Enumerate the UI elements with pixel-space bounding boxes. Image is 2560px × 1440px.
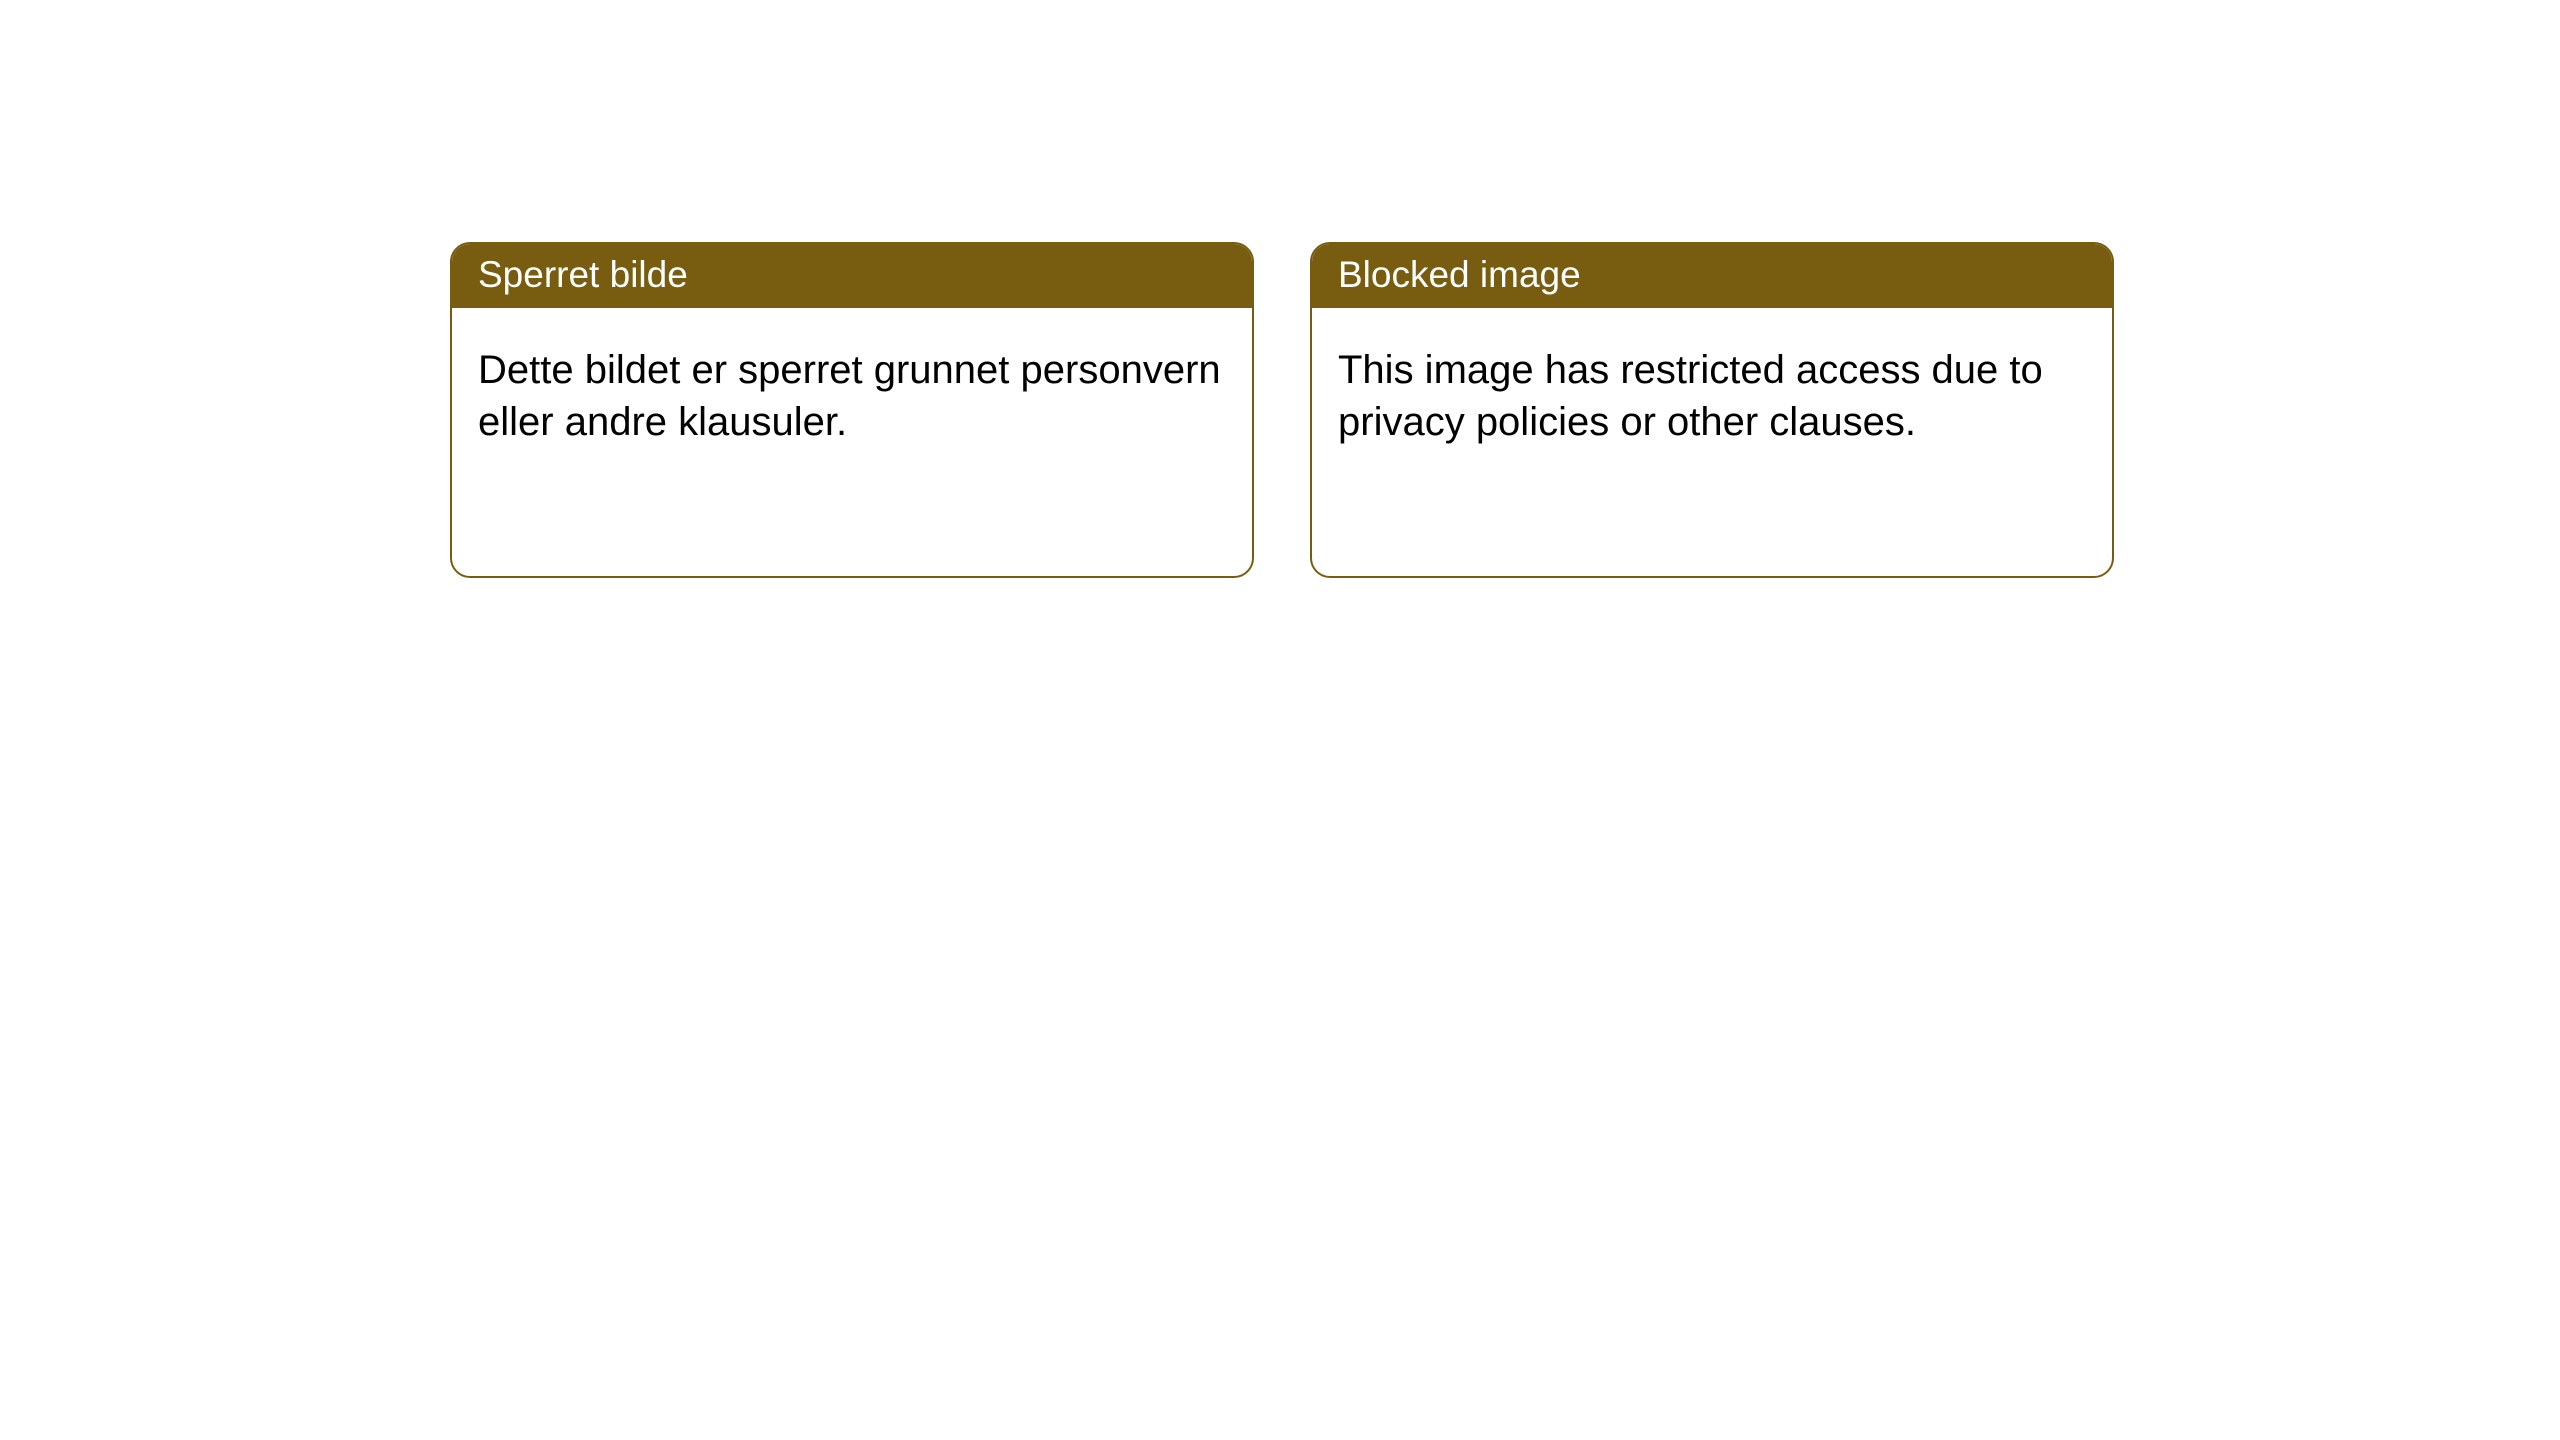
card-body-text: Dette bildet er sperret grunnet personve… (478, 348, 1221, 444)
card-header: Sperret bilde (452, 244, 1252, 308)
notice-card-norwegian: Sperret bilde Dette bildet er sperret gr… (450, 242, 1254, 578)
card-header: Blocked image (1312, 244, 2112, 308)
card-body: Dette bildet er sperret grunnet personve… (452, 308, 1252, 474)
card-body: This image has restricted access due to … (1312, 308, 2112, 474)
card-title: Blocked image (1338, 254, 1581, 295)
card-title: Sperret bilde (478, 254, 688, 295)
notice-card-english: Blocked image This image has restricted … (1310, 242, 2114, 578)
card-body-text: This image has restricted access due to … (1338, 348, 2043, 444)
notice-container: Sperret bilde Dette bildet er sperret gr… (0, 0, 2560, 578)
